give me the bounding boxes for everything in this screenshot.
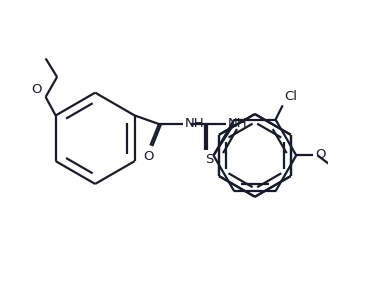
Text: O: O [144,150,154,163]
Text: O: O [315,148,325,161]
Text: S: S [205,153,214,166]
Text: NH: NH [185,117,204,130]
Text: Cl: Cl [285,90,297,103]
Text: O: O [31,83,41,96]
Text: NH: NH [228,117,247,130]
